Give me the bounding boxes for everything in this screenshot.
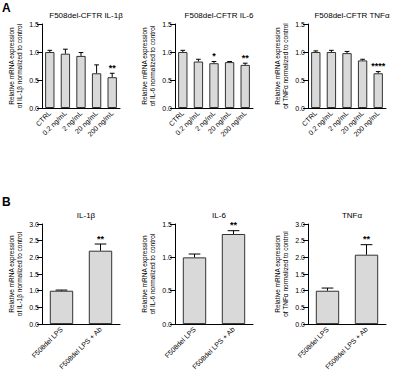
svg-text:1.0: 1.0 — [29, 49, 39, 56]
svg-text:0.5: 0.5 — [162, 77, 172, 84]
svg-text:IL-6: IL-6 — [212, 211, 226, 220]
svg-text:IL-1β: IL-1β — [77, 211, 96, 220]
svg-text:1.0: 1.0 — [295, 287, 305, 294]
svg-text:F508del-CFTR IL-1β: F508del-CFTR IL-1β — [49, 11, 123, 20]
svg-text:20 ng/mL: 20 ng/mL — [73, 109, 100, 136]
svg-text:1.5: 1.5 — [295, 271, 305, 278]
svg-text:1.5: 1.5 — [162, 21, 172, 28]
svg-text:1.5: 1.5 — [162, 221, 172, 228]
svg-text:20 ng/mL: 20 ng/mL — [206, 109, 233, 136]
svg-text:2 ng/mL: 2 ng/mL — [60, 109, 84, 133]
svg-text:Relative mRNA expression: Relative mRNA expression — [274, 27, 282, 105]
svg-text:****: **** — [371, 61, 386, 71]
svg-text:of IL-6 normalized to control: of IL-6 normalized to control — [149, 233, 156, 314]
svg-text:1.5: 1.5 — [29, 271, 39, 278]
svg-text:0.0: 0.0 — [295, 321, 305, 328]
svg-text:0.5: 0.5 — [295, 304, 305, 311]
svg-text:of TNFα normalized to control: of TNFα normalized to control — [282, 23, 289, 109]
svg-text:CTRL: CTRL — [167, 109, 186, 128]
svg-text:0.0: 0.0 — [29, 105, 39, 112]
svg-text:2 ng/mL: 2 ng/mL — [193, 109, 217, 133]
svg-text:0.5: 0.5 — [29, 304, 39, 311]
svg-text:0.2 ng/mL: 0.2 ng/mL — [41, 109, 68, 137]
svg-text:**: ** — [97, 234, 105, 244]
svg-text:0.5: 0.5 — [295, 77, 305, 84]
svg-text:CTRL: CTRL — [300, 109, 319, 128]
svg-text:3.0: 3.0 — [29, 221, 39, 228]
svg-text:**: ** — [109, 63, 117, 73]
svg-text:CTRL: CTRL — [34, 109, 53, 128]
svg-text:**: ** — [363, 234, 371, 244]
svg-text:F508del LPS + Ab: F508del LPS + Ab — [191, 326, 236, 371]
svg-text:F508del LPS: F508del LPS — [163, 325, 197, 359]
svg-text:2.5: 2.5 — [295, 237, 305, 244]
svg-text:of IL-1β normalized to control: of IL-1β normalized to control — [16, 231, 24, 316]
svg-text:1.0: 1.0 — [162, 254, 172, 261]
svg-text:Relative mRNA expression: Relative mRNA expression — [8, 27, 16, 105]
svg-text:**: ** — [230, 220, 238, 230]
svg-text:of IL-6 normalized to control: of IL-6 normalized to control — [149, 25, 156, 106]
svg-text:2.0: 2.0 — [29, 254, 39, 261]
svg-text:20 ng/mL: 20 ng/mL — [339, 109, 366, 136]
svg-text:Relative mRNA expression: Relative mRNA expression — [141, 27, 149, 105]
svg-text:of IL-1β normalized to control: of IL-1β normalized to control — [16, 23, 24, 108]
svg-text:0.0: 0.0 — [295, 105, 305, 112]
svg-text:*: * — [212, 51, 216, 61]
svg-text:**: ** — [242, 53, 250, 63]
svg-text:F508del-CFTR IL-6: F508del-CFTR IL-6 — [185, 11, 254, 20]
svg-text:200 ng/mL: 200 ng/mL — [352, 109, 381, 138]
svg-text:2 ng/mL: 2 ng/mL — [326, 109, 350, 133]
svg-text:0.0: 0.0 — [29, 321, 39, 328]
svg-text:200 ng/mL: 200 ng/mL — [219, 109, 248, 138]
svg-text:F508del LPS: F508del LPS — [296, 325, 330, 359]
svg-text:F508del LPS + Ab: F508del LPS + Ab — [324, 326, 369, 371]
svg-text:0.5: 0.5 — [162, 287, 172, 294]
svg-text:0.0: 0.0 — [162, 321, 172, 328]
svg-text:Relative mRNA expression: Relative mRNA expression — [141, 235, 149, 313]
svg-text:1.0: 1.0 — [29, 287, 39, 294]
svg-text:F508del LPS: F508del LPS — [30, 325, 64, 359]
svg-text:F508del-CFTR TNFα: F508del-CFTR TNFα — [314, 11, 390, 20]
svg-text:3.0: 3.0 — [295, 221, 305, 228]
svg-text:of TNFα normalized to control: of TNFα normalized to control — [282, 231, 289, 317]
svg-text:0.5: 0.5 — [29, 77, 39, 84]
svg-text:2.5: 2.5 — [29, 237, 39, 244]
svg-text:A: A — [2, 1, 11, 15]
svg-text:1.5: 1.5 — [29, 21, 39, 28]
svg-text:0.0: 0.0 — [162, 105, 172, 112]
svg-text:F508del LPS + Ab: F508del LPS + Ab — [58, 326, 103, 371]
svg-text:TNFα: TNFα — [342, 211, 363, 220]
svg-text:0.2 ng/mL: 0.2 ng/mL — [307, 109, 334, 137]
svg-text:200 ng/mL: 200 ng/mL — [86, 109, 115, 138]
svg-text:B: B — [2, 195, 11, 209]
svg-text:1.0: 1.0 — [162, 49, 172, 56]
svg-text:1.0: 1.0 — [295, 49, 305, 56]
svg-text:0.2 ng/mL: 0.2 ng/mL — [174, 109, 201, 137]
svg-text:1.5: 1.5 — [295, 21, 305, 28]
svg-text:2.0: 2.0 — [295, 254, 305, 261]
svg-text:Relative mRNA expression: Relative mRNA expression — [274, 235, 282, 313]
svg-text:Relative mRNA expression: Relative mRNA expression — [8, 235, 16, 313]
